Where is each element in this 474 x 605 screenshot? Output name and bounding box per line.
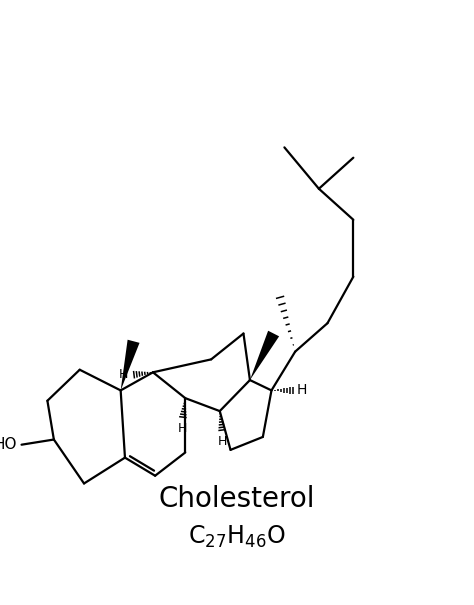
Polygon shape (250, 331, 279, 380)
Text: ID 190132583  © Peter Hermes Furian: ID 190132583 © Peter Hermes Furian (291, 584, 465, 593)
Text: HO: HO (0, 437, 17, 452)
Text: Cholesterol: Cholesterol (159, 485, 315, 513)
Polygon shape (121, 340, 139, 390)
Text: H: H (218, 435, 227, 448)
Text: H: H (297, 384, 307, 397)
Text: H: H (119, 368, 128, 381)
Text: H: H (178, 422, 188, 435)
Text: dreamstime.com: dreamstime.com (9, 584, 86, 593)
Text: C$_{27}$H$_{46}$O: C$_{27}$H$_{46}$O (188, 524, 286, 550)
